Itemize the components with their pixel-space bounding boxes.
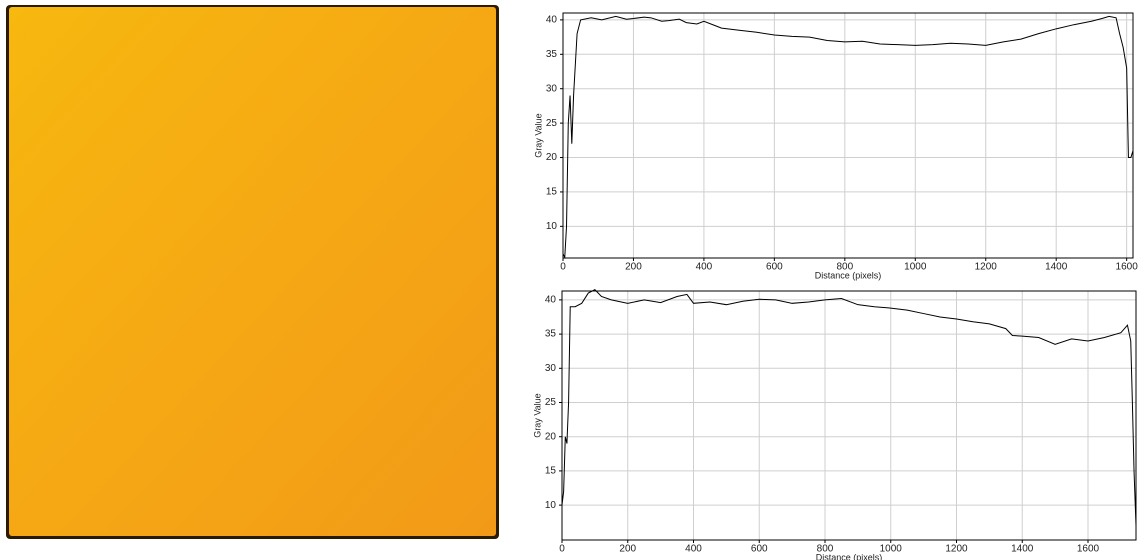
y-tick-label: 30 — [545, 363, 557, 374]
x-tick-label: 1000 — [880, 544, 903, 555]
x-tick-label: 600 — [751, 544, 768, 555]
y-tick-label: 35 — [546, 49, 558, 60]
x-tick-label: 400 — [696, 262, 713, 273]
data-line — [562, 15, 1134, 260]
x-tick-label: 200 — [625, 262, 642, 273]
x-tick-label: 1600 — [1116, 262, 1139, 273]
y-tick-label: 30 — [546, 83, 558, 94]
x-tick-label: 400 — [685, 544, 702, 555]
x-axis-label: Distance (pixels) — [815, 270, 882, 280]
x-tick-label: 0 — [559, 544, 565, 555]
sample-image — [9, 7, 496, 536]
plot-frame — [562, 12, 1134, 259]
x-axis-label: Distance (pixels) — [816, 552, 883, 560]
x-tick-label: 800 — [836, 262, 853, 273]
x-tick-label: 1400 — [1011, 544, 1034, 555]
x-tick-label: 1000 — [904, 262, 927, 273]
y-tick-label: 40 — [546, 15, 558, 26]
y-tick-label: 25 — [545, 397, 557, 408]
x-tick-label: 200 — [619, 544, 636, 555]
y-tick-label: 10 — [545, 500, 557, 511]
y-axis-label: Gray Value — [532, 393, 542, 437]
x-tick-label: 1600 — [1077, 544, 1100, 555]
x-tick-label: 1200 — [975, 262, 998, 273]
y-tick-label: 20 — [546, 152, 558, 163]
x-tick-label: 1400 — [1045, 262, 1068, 273]
x-tick-label: 0 — [560, 262, 566, 273]
x-tick-label: 600 — [766, 262, 783, 273]
y-tick-label: 25 — [546, 118, 558, 129]
plot-frame — [561, 290, 1137, 541]
x-tick-label: 1200 — [945, 544, 968, 555]
y-tick-label: 40 — [545, 295, 557, 306]
y-tick-label: 15 — [546, 187, 558, 198]
y-tick-label: 35 — [545, 329, 557, 340]
y-axis-label: Gray Value — [533, 113, 543, 157]
x-tick-label: 800 — [817, 544, 834, 555]
y-tick-label: 15 — [545, 466, 557, 477]
data-line — [561, 289, 1137, 526]
y-tick-label: 20 — [545, 431, 557, 442]
y-tick-label: 10 — [546, 221, 558, 232]
